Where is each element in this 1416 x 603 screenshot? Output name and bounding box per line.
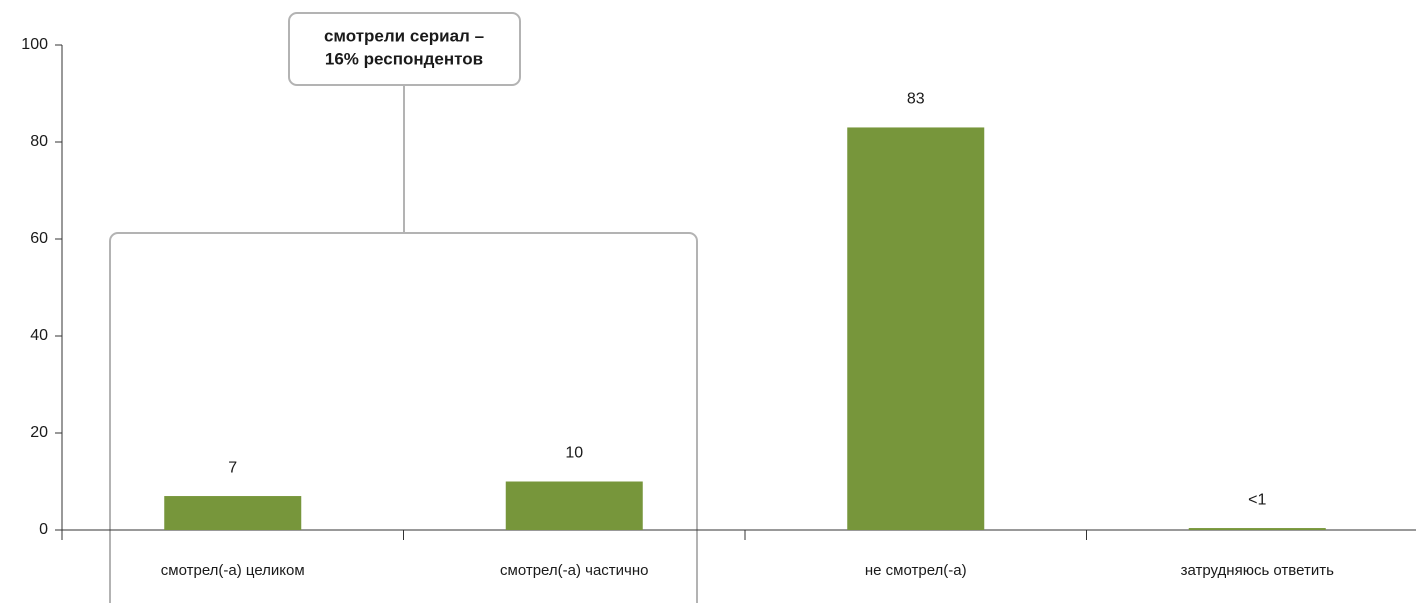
bar xyxy=(847,127,985,530)
y-tick-label: 80 xyxy=(30,133,48,150)
x-tick-label: смотрел(-а) целиком xyxy=(161,562,305,579)
value-label: <1 xyxy=(1248,491,1266,508)
value-label: 10 xyxy=(565,445,583,462)
y-tick-label: 0 xyxy=(39,521,48,538)
y-tick-label: 100 xyxy=(21,36,48,53)
bar xyxy=(505,481,643,530)
y-tick-label: 20 xyxy=(30,424,48,441)
y-tick-label: 60 xyxy=(30,230,48,247)
annotation: смотрели сериал – xyxy=(324,26,484,45)
bar xyxy=(164,496,302,530)
value-label: 83 xyxy=(907,91,925,108)
annotation: 16% респондентов xyxy=(325,49,483,68)
x-tick-label: смотрел(-а) частично xyxy=(500,562,648,579)
x-tick-label: затрудняюсь ответить xyxy=(1181,562,1334,579)
y-tick-label: 40 xyxy=(30,327,48,344)
bar xyxy=(1188,528,1326,530)
x-tick-label: не смотрел(-а) xyxy=(865,562,967,579)
value-label: 7 xyxy=(228,459,237,476)
callout-box xyxy=(288,12,521,86)
group-bracket xyxy=(109,232,698,603)
